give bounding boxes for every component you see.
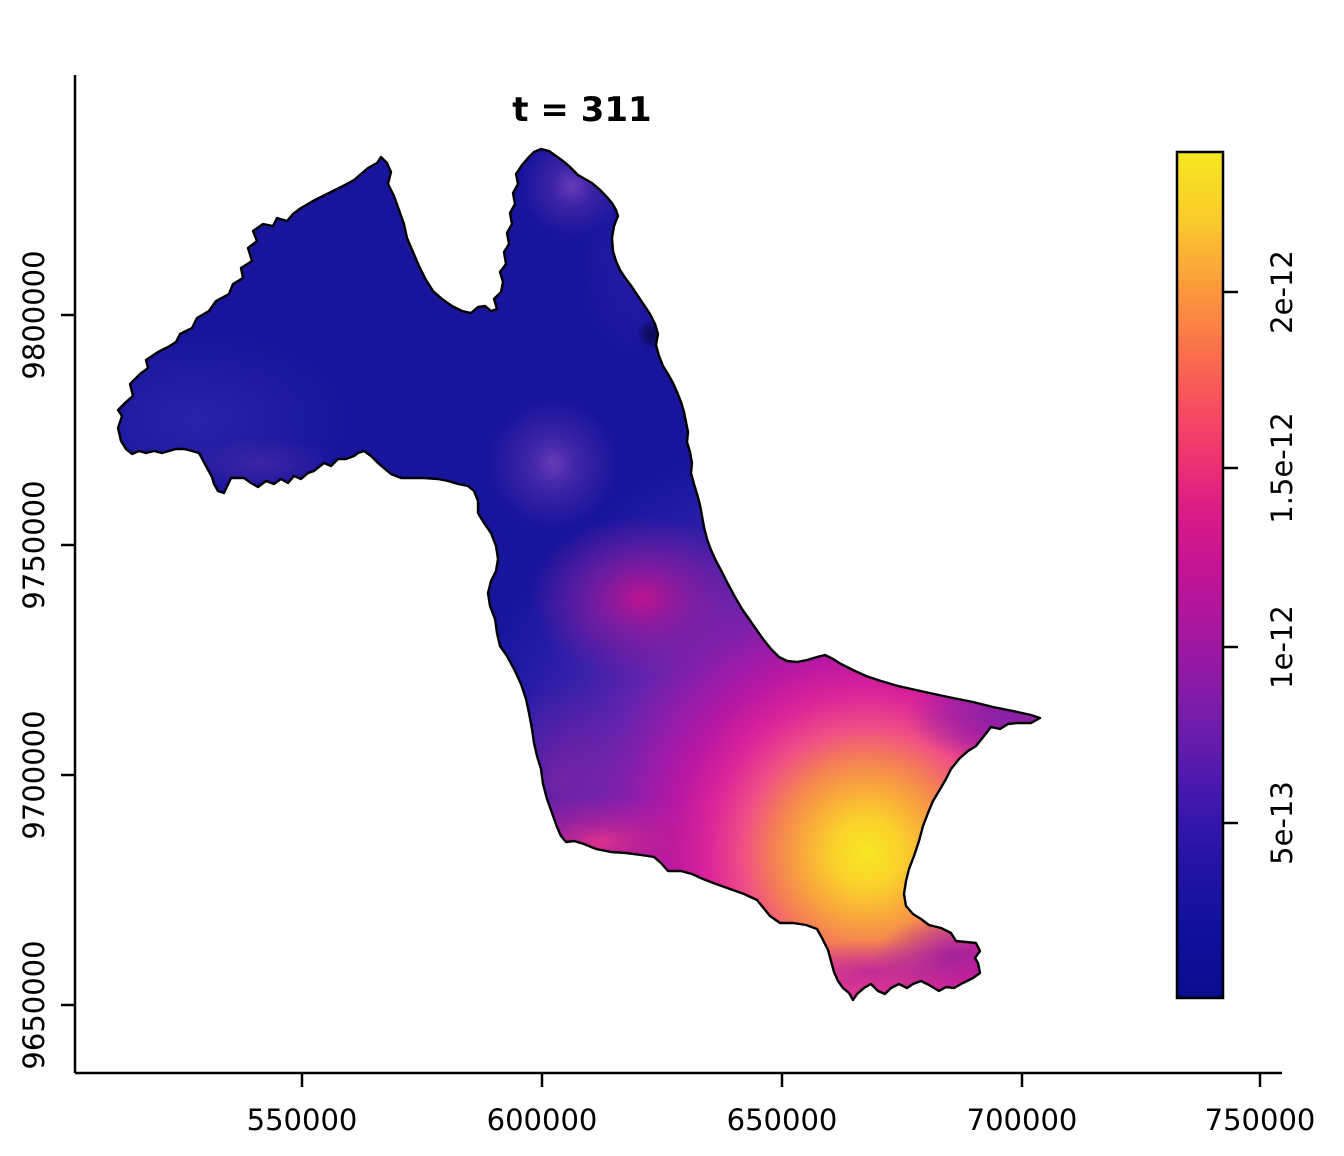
colorbar-frame xyxy=(1175,150,1225,1000)
purple-east-tip xyxy=(907,668,1040,764)
y-tick-label: 9800000 xyxy=(17,250,51,379)
x-tick-label: 750000 xyxy=(1205,1103,1316,1137)
x-tick-label: 700000 xyxy=(967,1103,1078,1137)
x-tick-label: 650000 xyxy=(727,1103,838,1137)
x-tick-label: 600000 xyxy=(487,1103,598,1137)
y-tick-label: 9700000 xyxy=(17,710,51,839)
colorbar-tick-label: 5e-13 xyxy=(1265,781,1299,865)
purple-spot-center xyxy=(489,400,617,528)
colorbar-tick-label: 1.5e-12 xyxy=(1265,412,1299,523)
plot-title: t = 311 xyxy=(512,90,651,130)
dark-spot-east-coast xyxy=(637,319,667,349)
y-tick-label: 9750000 xyxy=(17,480,51,609)
colorbar-tick-label: 1e-12 xyxy=(1265,605,1299,689)
y-tick-label: 9650000 xyxy=(17,940,51,1069)
colorbar-gradient xyxy=(1177,152,1223,998)
region-boundary-outline xyxy=(116,147,1042,1002)
colorbar-tick-label: 2e-12 xyxy=(1265,250,1299,334)
magenta-patch-neck xyxy=(530,516,754,680)
pink-band-south-coast xyxy=(482,796,718,888)
colorbar-legend: 2e-12 1.5e-12 1e-12 5e-13 xyxy=(1175,150,1299,1000)
x-tick-label: 550000 xyxy=(247,1103,358,1137)
axes: 550000 600000 650000 700000 750000 98000… xyxy=(17,75,1315,1137)
